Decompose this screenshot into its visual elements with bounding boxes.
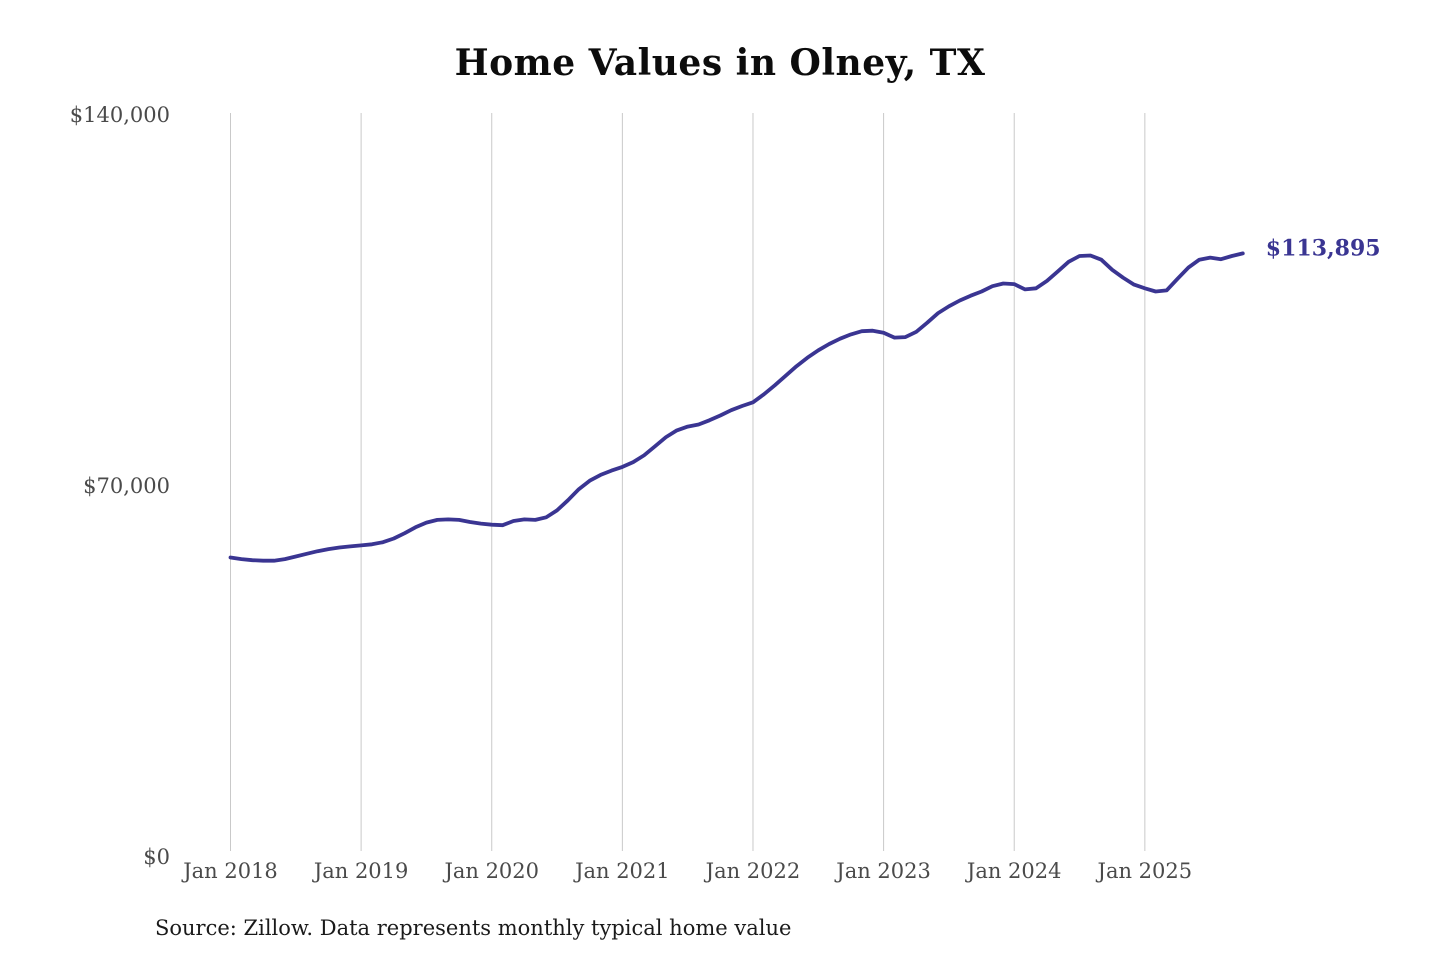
x-tick-label: Jan 2022 (704, 859, 801, 883)
source-note: Source: Zillow. Data represents monthly … (155, 916, 792, 940)
x-tick-label: Jan 2019 (312, 859, 409, 883)
x-tick-label: Jan 2021 (573, 859, 670, 883)
y-tick-label: $70,000 (83, 474, 170, 498)
y-tick-label: $0 (143, 845, 170, 869)
x-tick-label: Jan 2018 (181, 859, 278, 883)
x-tick-label: Jan 2020 (442, 859, 539, 883)
chart-title: Home Values in Olney, TX (454, 42, 986, 84)
x-tick-label: Jan 2024 (965, 859, 1062, 883)
home-value-line (228, 251, 1245, 563)
current-value-label: $113,895 (1266, 235, 1381, 261)
x-tick-label: Jan 2023 (834, 859, 931, 883)
y-tick-label: $140,000 (70, 103, 170, 127)
x-tick-label: Jan 2025 (1096, 859, 1193, 883)
